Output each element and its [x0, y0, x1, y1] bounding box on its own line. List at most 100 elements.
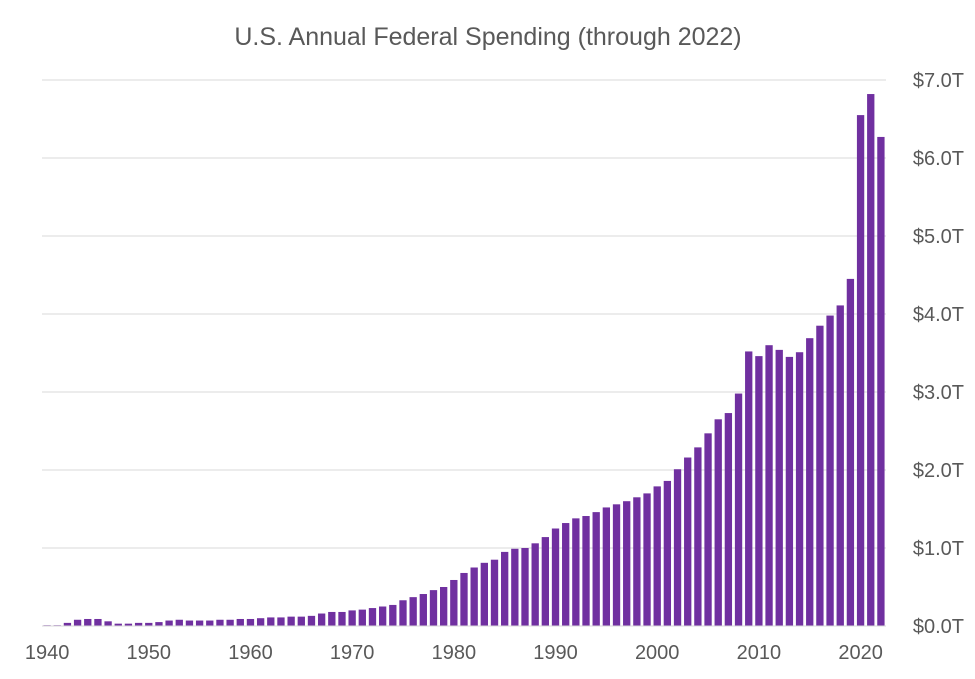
x-tick-label: 1980: [432, 642, 477, 664]
bar-1960: [246, 618, 255, 626]
bar-1998: [633, 497, 641, 626]
bar-2006: [714, 419, 722, 626]
bar-2012: [775, 349, 783, 626]
y-tick-label: $6.0T: [913, 148, 964, 170]
chart-title: U.S. Annual Federal Spending (through 20…: [234, 23, 741, 51]
bar-1996: [612, 504, 621, 626]
x-tick-label: 2000: [635, 642, 680, 664]
bar-1947: [114, 623, 122, 626]
gridlines: [42, 79, 886, 549]
bar-1987: [521, 548, 529, 626]
bar-1980: [450, 579, 458, 626]
bar-2019: [846, 278, 855, 626]
x-tick-label: 2010: [737, 642, 782, 664]
bar-1981: [460, 572, 468, 626]
bar-1970: [348, 610, 356, 626]
x-tick-label: 1970: [330, 642, 375, 664]
bar-1978: [429, 590, 438, 626]
bar-1971: [358, 609, 366, 626]
y-tick-label: $3.0T: [913, 382, 964, 404]
bar-1955: [195, 620, 204, 626]
bar-1975: [399, 600, 407, 626]
bar-2003: [684, 457, 692, 626]
y-axis-tick-labels: $0.0T $1.0T $2.0T $3.0T $4.0T $5.0T $6.0T $7.0T: [913, 70, 964, 638]
x-tick-label: 1990: [533, 642, 578, 664]
y-tick-label: $0.0T: [913, 616, 964, 638]
bar-1994: [592, 512, 600, 626]
y-tick-label: $7.0T: [913, 70, 964, 92]
bar-1979: [440, 587, 448, 626]
bar-2005: [704, 433, 712, 626]
y-tick-label: $2.0T: [913, 460, 964, 482]
bar-1974: [389, 604, 397, 626]
bar-2010: [755, 356, 763, 626]
x-tick-label: 2020: [838, 642, 883, 664]
bar-1959: [236, 618, 244, 626]
bar-1967: [317, 613, 326, 626]
y-tick-label: $1.0T: [913, 538, 964, 560]
bar-2021: [867, 94, 875, 627]
bar-1948: [124, 623, 133, 626]
y-tick-label: $5.0T: [913, 226, 964, 248]
bar-1956: [206, 620, 214, 626]
bar-1976: [409, 597, 417, 626]
bar-2015: [806, 338, 814, 626]
bar-1951: [155, 622, 163, 626]
bar-1997: [623, 501, 631, 626]
x-tick-label: 1940: [25, 642, 70, 664]
bar-2002: [673, 469, 682, 626]
bar-2018: [836, 305, 844, 626]
bar-2020: [856, 115, 865, 626]
bar-2000: [653, 486, 661, 626]
bar-2008: [734, 393, 743, 626]
bars: [43, 94, 885, 627]
bar-1965: [297, 616, 305, 626]
bar-1989: [541, 537, 550, 626]
bar-1962: [267, 617, 275, 626]
bar-1945: [94, 618, 102, 626]
bar-2013: [785, 356, 794, 626]
x-tick-label: 1960: [228, 642, 273, 664]
bar-1968: [328, 611, 336, 626]
bar-1982: [470, 567, 478, 626]
bar-1992: [572, 518, 580, 626]
bar-1983: [480, 562, 488, 626]
bar-1943: [73, 619, 82, 626]
bar-1944: [84, 618, 92, 626]
bar-1958: [226, 619, 234, 626]
bar-2009: [745, 351, 753, 626]
bar-1977: [419, 594, 427, 626]
bar-1986: [511, 548, 519, 626]
bar-1963: [277, 617, 285, 626]
bar-1973: [378, 606, 387, 626]
bar-2017: [826, 315, 834, 626]
bar-1961: [256, 618, 265, 626]
bar-2022: [877, 136, 885, 626]
bar-1957: [216, 619, 224, 626]
bar-2011: [765, 345, 773, 626]
bar-1946: [104, 621, 112, 626]
x-axis-tick-labels: 1940 1950 1960 1970 1980 1990 2000 2010 2020: [25, 642, 883, 664]
bar-1942: [63, 622, 72, 626]
bar-1991: [562, 523, 570, 626]
bar-1993: [582, 516, 590, 626]
bar-1953: [175, 619, 183, 626]
bar-1988: [531, 543, 539, 626]
bar-1969: [338, 611, 346, 626]
bar-2016: [816, 325, 824, 626]
bar-1952: [165, 620, 173, 626]
bar-1950: [145, 622, 153, 626]
bar-1954: [185, 620, 194, 626]
bar-2001: [663, 480, 672, 626]
bar-1990: [551, 528, 560, 626]
x-tick-label: 1950: [127, 642, 172, 664]
bar-1964: [287, 616, 295, 626]
y-tick-label: $4.0T: [913, 304, 964, 326]
bar-1985: [501, 551, 509, 626]
bar-1995: [602, 507, 611, 626]
bar-2004: [694, 447, 702, 626]
bar-1966: [307, 615, 316, 626]
bar-1949: [134, 622, 143, 626]
bar-1972: [368, 608, 377, 626]
